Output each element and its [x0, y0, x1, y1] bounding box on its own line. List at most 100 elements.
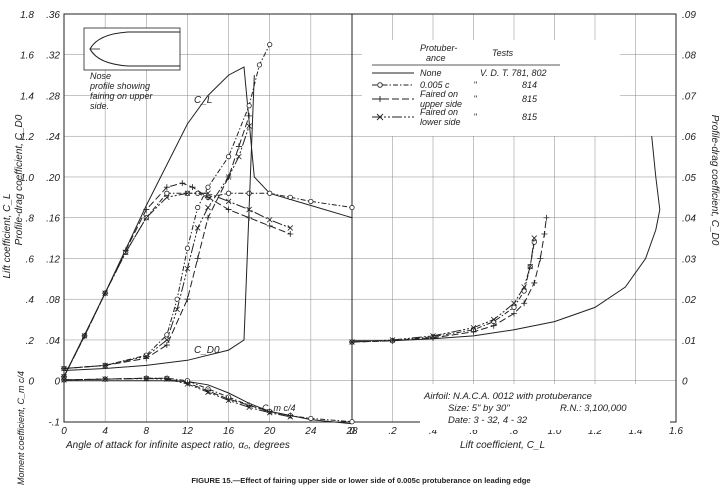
- marker-cross-lift-faired-on-lower-side: [81, 333, 88, 339]
- marker-cross-drag_left-faired-on-lower-side: [184, 265, 191, 272]
- marker-circle-lift-0-005c: [225, 190, 232, 196]
- marker-plus-drag_left-faired-on-upper-side: [194, 255, 201, 262]
- marker-plus-lift-faired-on-upper-side: [143, 206, 150, 213]
- left-drag-tick-label: .12: [46, 254, 60, 265]
- left-x-tick-label: 28: [345, 426, 358, 437]
- marker-plus-polar-faired-on-upper-side: [470, 328, 477, 335]
- legend-row-0005c: 0.005 c " 814: [372, 80, 537, 90]
- marker-circle-drag_left-0-005c: [184, 245, 191, 251]
- marker-cross-lift-faired-on-lower-side: [102, 290, 108, 296]
- legend-col2-head: Tests: [492, 48, 514, 58]
- marker-plus-moment-faired-on-upper-side: [266, 408, 273, 415]
- curve-label-drag: C_D0: [194, 345, 220, 356]
- series-line-polar-faired-on-upper-side: [351, 217, 547, 343]
- nose-note-line-1: Nose: [90, 71, 111, 81]
- marker-cross-moment-faired-on-lower-side: [184, 381, 191, 387]
- marker-plus-lift-faired-on-upper-side: [225, 206, 232, 213]
- marker-cross-moment-faired-on-lower-side: [164, 376, 170, 382]
- marker-plus-lift-faired-on-upper-side: [205, 194, 211, 201]
- right-x-tick-label: 0: [349, 426, 355, 437]
- marker-circle-lift-0-005c: [246, 190, 252, 196]
- legend-ditto-3: ": [474, 112, 477, 122]
- marker-plus-lift-faired-on-upper-side: [179, 180, 186, 187]
- series-line-moment-faired-on-upper-side: [63, 377, 291, 417]
- nose-note-line-2: profile showing: [89, 81, 150, 91]
- marker-cross-moment-faired-on-lower-side: [102, 376, 108, 382]
- right-drag-tick-label: .01: [682, 336, 696, 347]
- curve-label-lift: C_L: [194, 95, 212, 106]
- marker-circle-lift-0-005c: [164, 190, 170, 196]
- legend-marker-circle: [377, 82, 383, 88]
- right-drag-tick-label: .04: [682, 214, 696, 225]
- lift-tick-label: .2: [26, 336, 35, 347]
- legend-tests-none: V. D. T. 781, 802: [480, 68, 547, 78]
- marker-cross-drag_left-faired-on-lower-side: [225, 174, 232, 180]
- lift-tick-label: .6: [26, 254, 35, 265]
- marker-cross-drag_left-faired-on-lower-side: [102, 362, 108, 369]
- right-x-tick-label: 1.6: [669, 426, 683, 437]
- figure-caption: FIGURE 15.—Effect of fairing upper side …: [191, 476, 530, 485]
- marker-plus-polar-faired-on-upper-side: [521, 300, 528, 307]
- marker-cross-moment-faired-on-lower-side: [205, 389, 211, 395]
- marker-plus-polar-faired-on-upper-side: [490, 322, 497, 329]
- marker-cross-polar-faired-on-lower-side: [389, 337, 396, 343]
- legend-marker-plus: [377, 96, 383, 102]
- marker-cross-moment-faired-on-lower-side: [266, 409, 273, 416]
- right-x-tick-label: .8: [510, 426, 519, 437]
- series-line-lift-faired-on-upper-side: [63, 182, 291, 377]
- left-drag-tick-label: .32: [46, 51, 60, 62]
- marker-plus-drag_left-faired-on-upper-side: [235, 143, 242, 150]
- marker-cross-lift-faired-on-lower-side: [164, 194, 170, 201]
- marker-plus-lift-faired-on-upper-side: [163, 184, 170, 191]
- marker-circle-lift-0-005c: [349, 204, 355, 211]
- left-drag-tick-label: .28: [46, 91, 60, 102]
- marker-cross-polar-faired-on-lower-side: [531, 235, 538, 241]
- left-drag-tick-label: .08: [46, 295, 60, 306]
- marker-cross-polar-faired-on-lower-side: [430, 333, 436, 339]
- left-drag-tick-label: .36: [46, 10, 60, 21]
- info-size: Size: 5" by 30": [448, 403, 510, 414]
- marker-plus-polar-faired-on-upper-side: [511, 310, 517, 317]
- marker-cross-moment-faired-on-lower-side: [287, 413, 294, 420]
- marker-cross-polar-faired-on-lower-side: [470, 324, 477, 331]
- nose-profile-inset: Nose profile showing fairing on upper si…: [83, 27, 181, 111]
- marker-cross-drag_left-faired-on-lower-side: [174, 306, 180, 313]
- marker-circle-drag_left-0-005c: [195, 204, 201, 211]
- legend: Protuber- ance Tests None V. D. T. 781, …: [362, 40, 620, 136]
- left-x-tick-label: 12: [182, 426, 194, 437]
- lift-tick-label: 1.4: [20, 91, 34, 102]
- marker-plus-moment-faired-on-upper-side: [184, 379, 191, 386]
- marker-circle-drag_left-0-005c: [246, 103, 252, 109]
- legend-name-upper-1: Faired on: [420, 89, 458, 99]
- info-rn: R.N.: 3,100,000: [560, 403, 627, 414]
- legend-name-0005c: 0.005 c: [420, 80, 450, 90]
- lift-tick-label: 1.6: [20, 51, 34, 62]
- legend-row-upper: Faired on upper side " 815: [372, 89, 538, 109]
- legend-row-lower: Faired on lower side " 815: [372, 107, 538, 127]
- series-line-polar-none: [352, 136, 661, 342]
- series-line-drag_left-faired-on-lower-side: [63, 125, 250, 369]
- series-line-lift-faired-on-lower-side: [63, 192, 291, 377]
- legend-col1-head-1: Protuber-: [420, 43, 457, 53]
- marker-plus-drag_left-faired-on-upper-side: [246, 112, 253, 119]
- marker-cross-lift-faired-on-lower-side: [287, 225, 294, 231]
- right-x-tick-label: .2: [388, 426, 397, 437]
- legend-box: [362, 40, 620, 136]
- marker-plus-polar-faired-on-upper-side: [537, 255, 544, 262]
- legend-row-none: None V. D. T. 781, 802: [372, 68, 547, 78]
- lift-tick-label: 1.8: [20, 10, 34, 21]
- marker-cross-polar-faired-on-lower-side: [349, 339, 355, 345]
- right-x-tick-label: 1.4: [629, 426, 643, 437]
- legend-tests-upper: 815: [522, 94, 538, 104]
- lift-tick-label: .4: [26, 295, 35, 306]
- series-line-polar-faired-on-lower-side: [351, 238, 535, 343]
- series-line-drag_left-faired-on-upper-side: [63, 115, 250, 369]
- marker-plus-lift-faired-on-upper-side: [189, 184, 196, 191]
- marker-plus-lift-faired-on-upper-side: [287, 231, 294, 238]
- marker-cross-drag_left-faired-on-lower-side: [194, 225, 201, 231]
- marker-circle-moment-0-005c: [308, 415, 314, 422]
- marker-plus-polar-faired-on-upper-side: [531, 279, 538, 286]
- info-date: Date: 3 - 32, 4 - 32: [448, 415, 528, 426]
- lift-tick-label: 1.2: [20, 132, 34, 143]
